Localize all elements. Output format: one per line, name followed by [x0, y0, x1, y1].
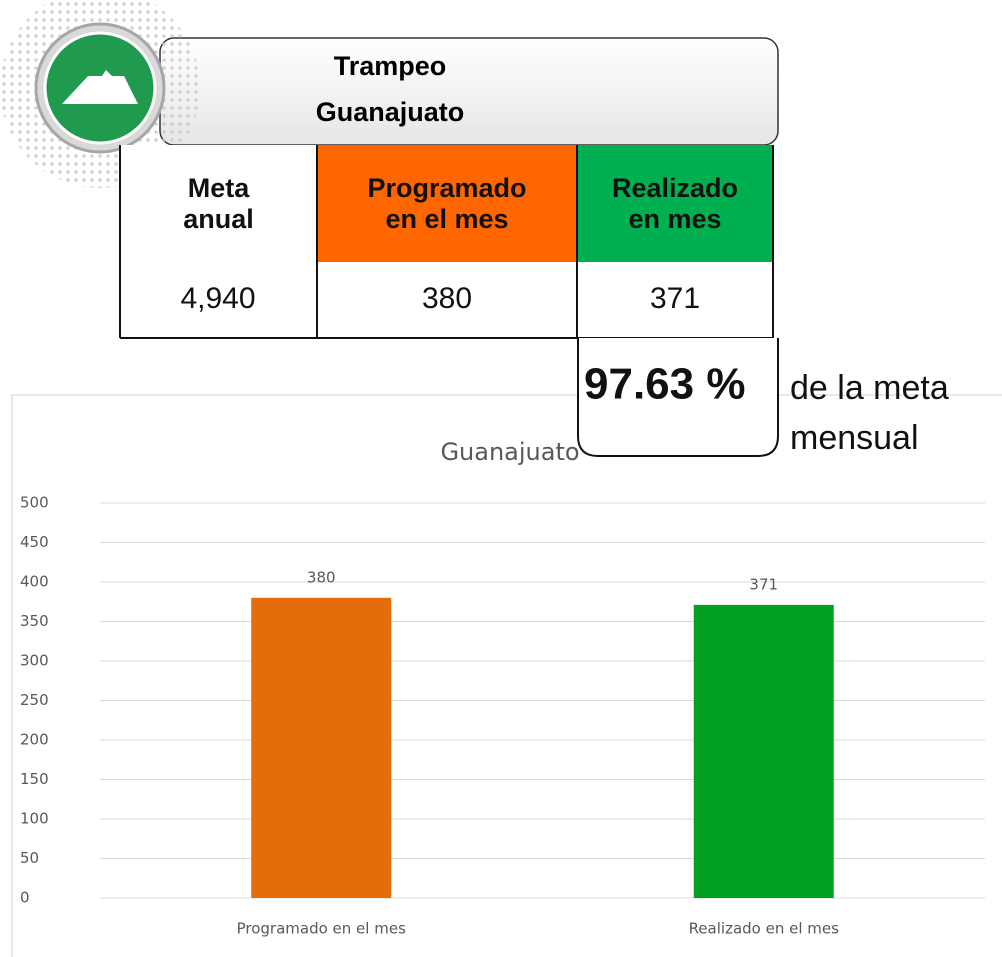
header-text: Meta anual — [183, 172, 254, 234]
data-label: 380 — [307, 568, 336, 586]
y-tick-label: 400 — [20, 573, 49, 591]
value-row — [120, 262, 773, 338]
percent: 97.63 % — [584, 360, 745, 409]
chart-title: Guanajuato — [440, 438, 579, 466]
header-row: Meta anual Programado en el mes Realizad… — [183, 172, 739, 234]
chart: Guanajuato 0 50 100 150 200 250 300 350 400 450 500… — [20, 438, 985, 938]
note: de la meta — [790, 369, 949, 407]
data-label: 371 — [749, 575, 778, 593]
y-tick-label: 0 — [20, 889, 30, 907]
y-tick-label: 100 — [20, 810, 49, 828]
header-text: Realizado en mes — [611, 172, 739, 234]
bar — [693, 604, 834, 898]
y-tick-label: 450 — [20, 533, 49, 551]
y-tick-label: 200 — [20, 731, 49, 749]
title-box — [159, 37, 779, 146]
y-tick-label: 250 — [20, 691, 49, 709]
y-tick-label: 150 — [20, 770, 49, 788]
y-tick-label: 300 — [20, 652, 49, 670]
x-tick-label: Realizado en el mes — [689, 920, 840, 938]
logo-icon — [62, 70, 138, 104]
header-cell — [120, 145, 317, 262]
header-cell — [577, 145, 773, 262]
chart-frame — [11, 394, 1002, 957]
y-tick-label: 500 — [20, 494, 49, 512]
percent-box — [577, 338, 779, 457]
x-tick-label: Programado en el mes — [237, 920, 406, 938]
title-line: Guanajuato — [316, 97, 465, 127]
note: mensual — [790, 419, 919, 457]
bar — [251, 597, 392, 898]
y-tick-label: 50 — [20, 849, 39, 867]
cell-value: 4,940 — [180, 282, 255, 315]
header-text: Programado en el mes — [367, 172, 527, 234]
header-cell — [317, 145, 577, 262]
cell-value: 380 — [422, 282, 472, 315]
cell-value: 371 — [650, 282, 700, 315]
title-line: Trampeo — [334, 51, 447, 81]
y-tick-label: 350 — [20, 612, 49, 630]
